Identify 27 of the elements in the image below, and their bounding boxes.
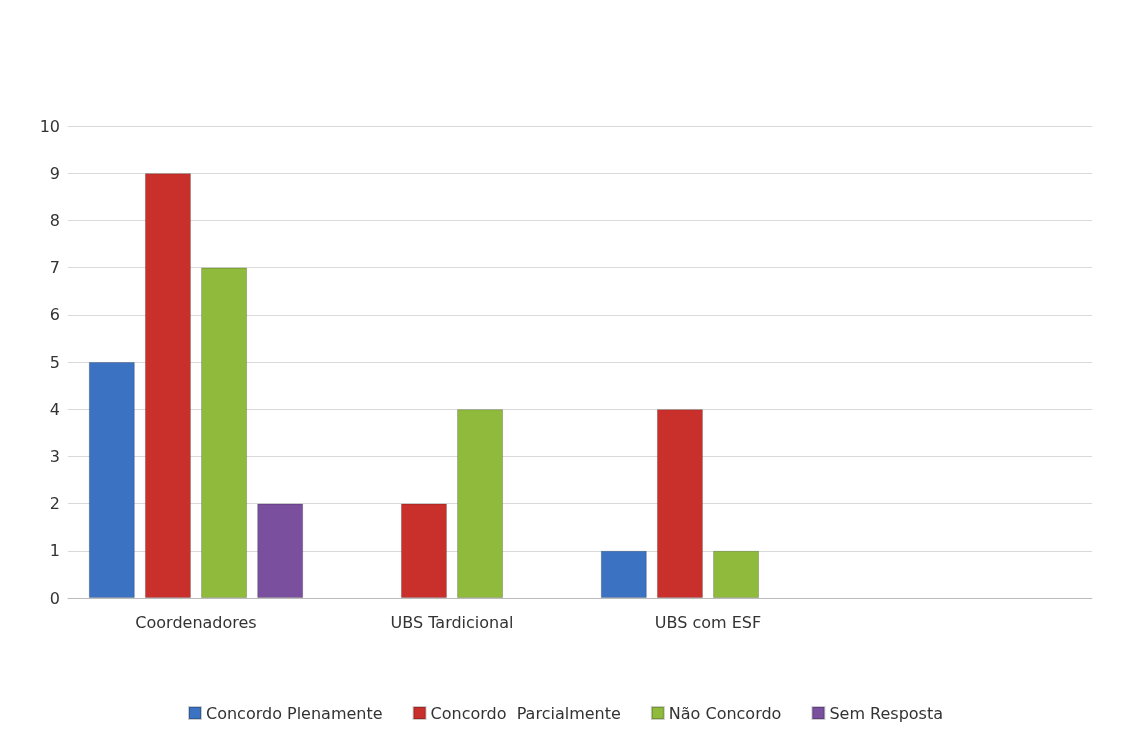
y-tick-label: 0	[49, 588, 60, 608]
x-tick-label: Coordenadores	[135, 612, 257, 632]
x-tick-label: UBS com ESF	[654, 612, 762, 632]
y-tick-label: 3	[49, 446, 60, 466]
y-tick-label: 9	[49, 163, 60, 183]
bar	[713, 550, 760, 598]
y-tick-label: 4	[49, 399, 60, 419]
y-tick-label: 6	[49, 305, 60, 325]
bar	[88, 362, 135, 598]
legend-label: Sem Resposta	[829, 703, 944, 723]
legend-label: Concordo Plenamente	[205, 703, 383, 723]
bar	[656, 409, 703, 598]
y-tick-label: 8	[49, 210, 60, 230]
legend-label: Concordo Parcialmente	[430, 703, 621, 723]
y-tick-label: 1	[49, 541, 60, 561]
bar	[457, 409, 504, 598]
y-tick-label: 5	[49, 352, 60, 372]
bar	[400, 503, 447, 598]
bar	[201, 267, 248, 598]
bar	[257, 503, 304, 598]
y-tick-label: 7	[49, 258, 60, 278]
legend-label: Não Concordo	[668, 703, 782, 723]
x-tick-label: UBS Tardicional	[390, 612, 514, 632]
y-tick-label: 10	[39, 116, 60, 136]
bar	[600, 550, 647, 598]
y-tick-label: 2	[49, 494, 60, 514]
bar	[144, 173, 191, 598]
